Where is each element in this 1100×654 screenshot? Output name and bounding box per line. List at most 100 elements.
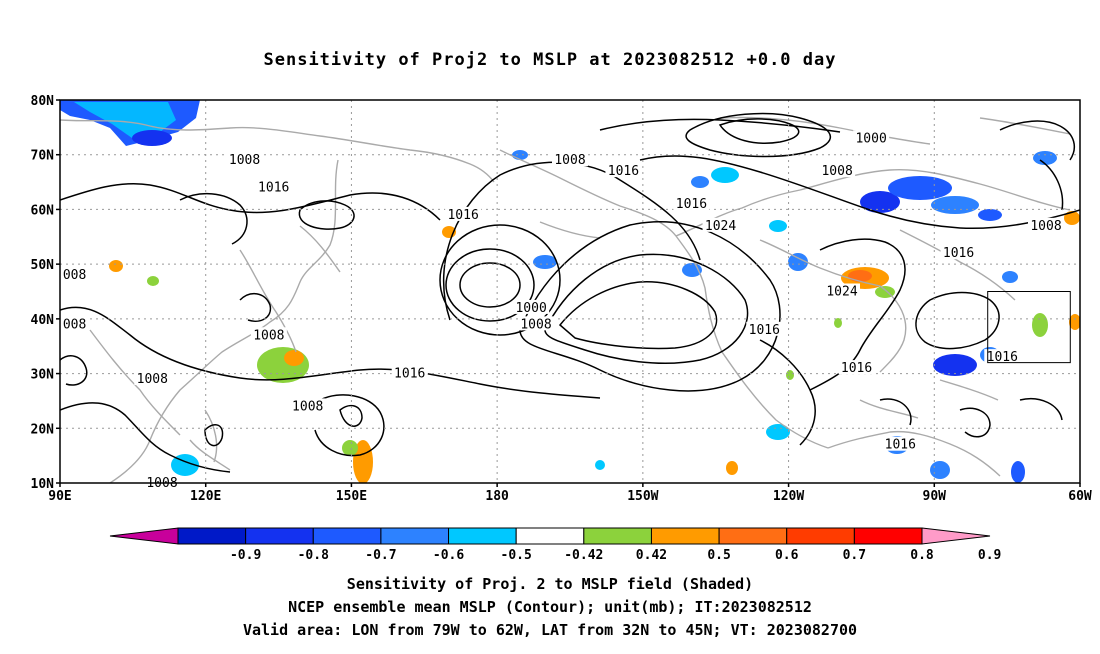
colorbar-segment — [312, 527, 382, 545]
contour-label: 1016 — [258, 181, 289, 196]
contour-label-bg — [1028, 217, 1064, 232]
mslp-contours — [60, 112, 1080, 473]
contour-label: 1008 — [253, 328, 284, 343]
lat-label: 40N — [31, 313, 55, 328]
contour-label-bg — [882, 436, 919, 451]
footer: Sensitivity of Proj. 2 to MSLP field (Sh… — [0, 573, 1100, 642]
contour-label: 1016 — [841, 361, 872, 376]
lat-label: 50N — [31, 258, 55, 273]
contour-label-bg — [673, 195, 710, 210]
contour-label: 1008 — [137, 372, 168, 387]
contour-label-bg — [60, 267, 89, 282]
colorbar-segment — [448, 527, 517, 545]
coastlines — [60, 116, 1071, 483]
contour-label: 1008 — [1030, 219, 1061, 234]
lat-label: 20N — [31, 422, 55, 437]
contour-label-bg — [518, 316, 554, 331]
contour-label-bg — [824, 283, 860, 298]
lon-label: 180 — [485, 489, 509, 504]
colorbar-segment — [515, 527, 585, 545]
contour-label-bg — [552, 152, 588, 167]
contour-label-bg — [445, 206, 482, 221]
colorbar-label: -0.9 — [230, 548, 261, 563]
contour-label-bg — [605, 163, 642, 178]
lon-label: 90W — [923, 489, 947, 504]
contour-label-bg — [746, 321, 783, 336]
contour-label-bg — [819, 163, 856, 178]
colorbar-low-end — [109, 527, 179, 545]
lat-label: 70N — [31, 149, 55, 164]
colorbar-high-end — [921, 527, 991, 545]
contour-label: 1008 — [554, 153, 585, 168]
contour-label: 1024 — [705, 219, 736, 234]
contour-label: 1016 — [608, 164, 639, 179]
contour-label-bg — [984, 349, 1021, 364]
latitude-labels: 80N 70N 60N 50N 40N 30N 20N 10N — [31, 94, 60, 492]
lat-label: 60N — [31, 203, 55, 218]
contour-label: 008 — [63, 268, 86, 283]
lon-label: 150W — [627, 489, 658, 504]
lat-label: 80N — [31, 94, 55, 109]
contour-label: 1000 — [855, 131, 886, 146]
contour-label-bg — [838, 360, 875, 375]
contour-label: 1008 — [292, 399, 323, 414]
contour-label: 1008 — [229, 153, 260, 168]
contour-label-bg — [940, 245, 977, 260]
shade-canada-negative — [512, 150, 1057, 221]
colorbar-segment — [650, 527, 720, 545]
contour-label: 1024 — [826, 285, 857, 300]
colorbar-label: 0.8 — [910, 548, 934, 563]
colorbar-segment — [245, 527, 314, 545]
contour-label-bg — [134, 371, 171, 386]
lon-label: 120E — [190, 489, 221, 504]
colorbar: -0.9 -0.8 -0.7 -0.6 -0.5 -0.42 0.42 0.5 0.6 0.7 0.… — [109, 527, 1001, 563]
colorbar-label: 0.42 — [636, 548, 667, 563]
contour-label: 1016 — [447, 208, 478, 223]
contour-label-bg — [250, 327, 287, 342]
shade-arctic-negative — [60, 100, 200, 146]
lat-label: 10N — [31, 477, 55, 492]
contour-label-bg — [513, 299, 550, 314]
footer-line-2: NCEP ensemble mean MSLP (Contour); unit(… — [288, 598, 812, 616]
contour-label: 1008 — [520, 317, 551, 332]
contour-label: 1016 — [394, 367, 425, 382]
colorbar-segment — [718, 527, 788, 545]
shade-midlat-mixed — [533, 253, 1080, 376]
contour-label-bg — [226, 152, 263, 167]
colorbar-segment — [177, 527, 247, 545]
colorbar-label: -0.6 — [433, 548, 464, 563]
contour-label-bg — [702, 217, 739, 232]
contour-labels: 1000 1016 1008 1016 1008 1008 1016 1016 1016 1024… — [60, 130, 1064, 491]
map-title: Sensitivity of Proj2 to MSLP at 20230825… — [263, 50, 837, 70]
contour-label-bg — [391, 365, 428, 380]
colorbar-label: 0.5 — [707, 548, 730, 563]
contour-label-bg — [60, 316, 89, 331]
footer-line-1: Sensitivity of Proj. 2 to MSLP field (Sh… — [346, 575, 754, 593]
contour-label-bg — [853, 130, 890, 145]
contour-label: 1016 — [987, 350, 1018, 365]
contour-label-bg — [289, 398, 326, 413]
colorbar-segment — [380, 527, 450, 545]
colorbar-label: -0.8 — [298, 548, 329, 563]
contour-label: 1016 — [943, 246, 974, 261]
contour-label-bg — [144, 475, 180, 489]
colorbar-label: -0.5 — [501, 548, 532, 563]
colorbar-segment — [853, 527, 923, 545]
valid-area-box — [987, 291, 1071, 364]
contour-label: 1000 — [515, 301, 546, 316]
colorbar-segment — [583, 527, 652, 545]
contour-label: 1008 — [821, 164, 852, 179]
longitude-labels: 90E 120E 150E 180 150W 120W 90W 60W — [48, 483, 1092, 504]
colorbar-label: -0.42 — [564, 548, 603, 563]
lon-label: 60W — [1068, 489, 1092, 504]
lon-label: 90E — [48, 489, 71, 504]
contour-label: 1016 — [676, 197, 707, 212]
lat-label: 30N — [31, 368, 55, 383]
shade-tropics — [595, 211, 1080, 483]
contour-label: 1016 — [885, 438, 916, 453]
colorbar-label: -0.7 — [365, 548, 396, 563]
lon-label: 120W — [773, 489, 804, 504]
contour-label-bg — [255, 179, 292, 194]
